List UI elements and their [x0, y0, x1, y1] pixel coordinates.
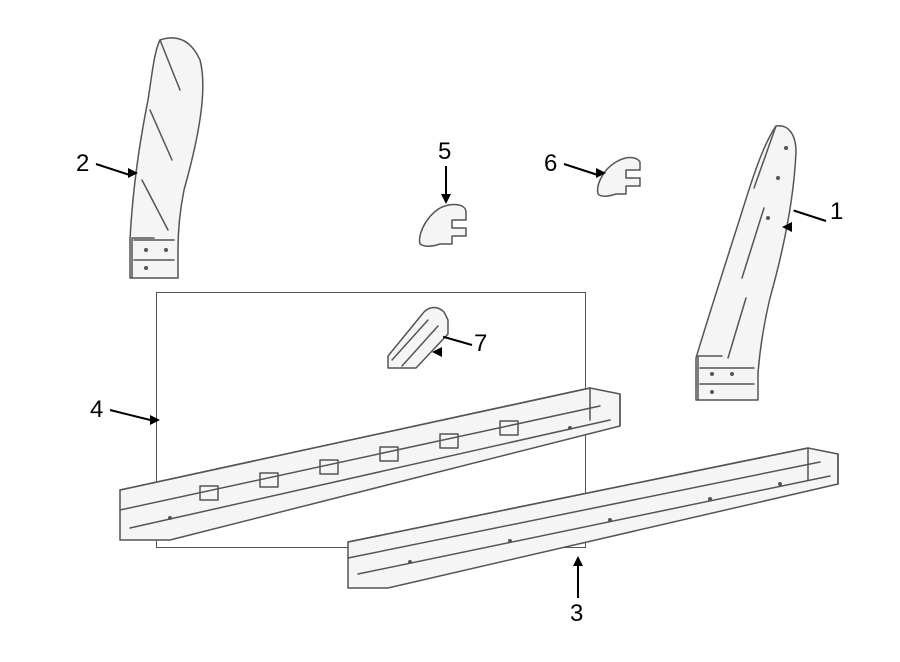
callout-label-2: 2 — [76, 150, 89, 178]
callout-arrow-5 — [445, 166, 447, 196]
callout-arrowhead-3 — [573, 556, 583, 566]
callout-arrowhead-7 — [432, 347, 442, 357]
callout-arrowhead-6 — [596, 168, 606, 178]
diagram-canvas: 1 2 3 4 5 6 7 — [0, 0, 900, 662]
callout-arrowhead-5 — [441, 194, 451, 204]
callout-arrowhead-2 — [128, 168, 138, 178]
callout-label-3: 3 — [570, 600, 583, 628]
part-rocker-outer — [340, 440, 850, 600]
part-pillar-inner — [120, 30, 240, 290]
callout-label-6: 6 — [544, 150, 557, 178]
callout-arrowhead-1 — [782, 222, 792, 232]
part-pillar-outer — [688, 118, 818, 408]
part-baffle-bracket-6 — [588, 150, 658, 210]
callout-label-4: 4 — [90, 396, 103, 424]
callout-arrowhead-4 — [150, 415, 160, 425]
callout-label-5: 5 — [438, 138, 451, 166]
callout-label-1: 1 — [830, 198, 843, 226]
part-baffle-bracket-5 — [410, 198, 480, 258]
callout-arrow-3 — [577, 566, 579, 598]
callout-label-7: 7 — [474, 330, 487, 358]
